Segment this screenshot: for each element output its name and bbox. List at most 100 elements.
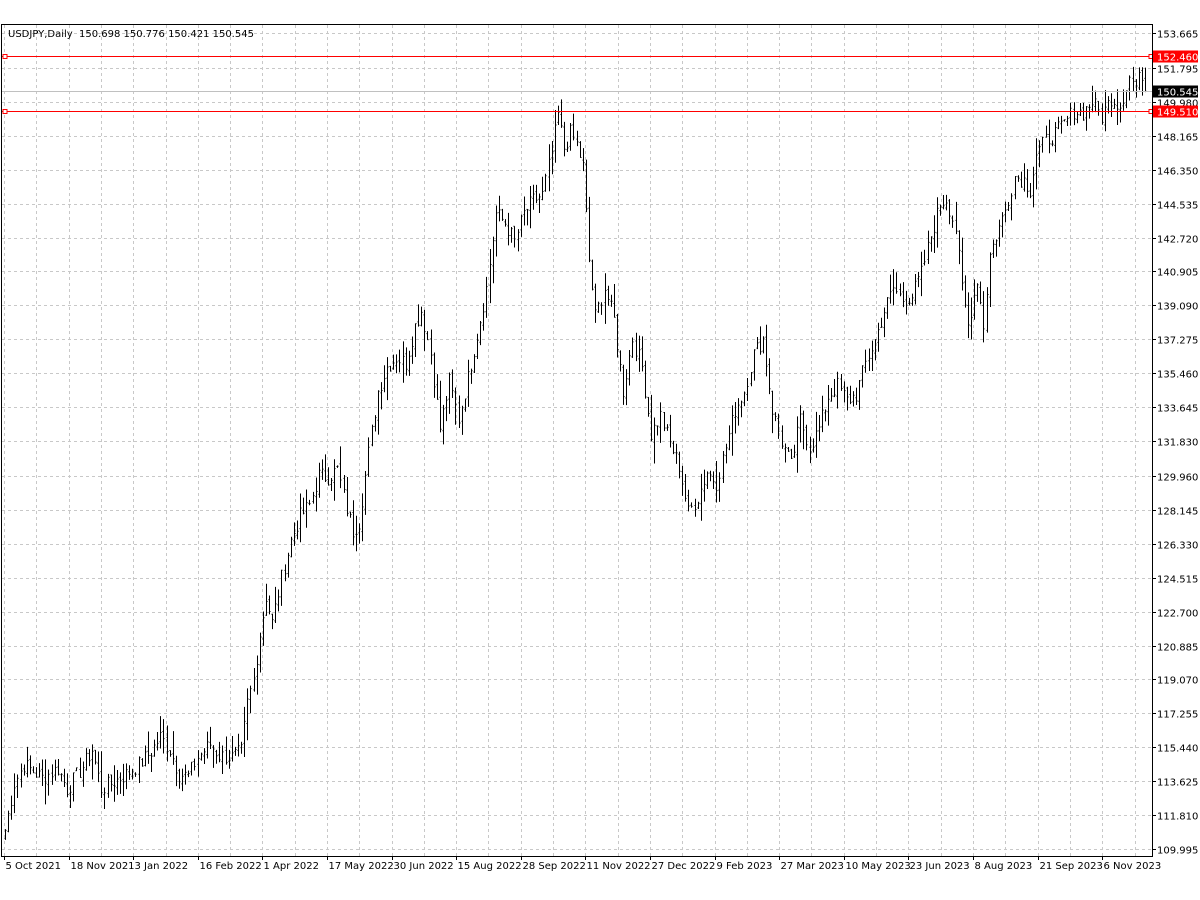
ohlc-bar <box>1132 66 1135 91</box>
x-tick-label: 23 Jun 2023 <box>910 861 970 872</box>
ohlc-bar <box>249 685 252 714</box>
ohlc-bar <box>1001 212 1004 238</box>
ohlc-bar <box>759 326 762 355</box>
ohlc-bar <box>548 144 551 192</box>
horizontal-levels[interactable] <box>2 54 1154 114</box>
ohlc-bar <box>1085 106 1088 131</box>
ohlc-bar <box>656 425 659 436</box>
time-axis[interactable]: 5 Oct 2021 18 Nov 2021 3 Jan 2022 16 Feb 20… <box>4 856 1162 872</box>
level-handle-left[interactable] <box>2 54 8 59</box>
ohlc-bar <box>647 396 650 417</box>
ohlc-bar <box>29 755 32 775</box>
ohlc-bar <box>265 583 268 616</box>
ohlc-bar <box>343 475 346 493</box>
level-handle-left[interactable] <box>2 109 8 114</box>
ohlc-bar <box>1135 79 1138 98</box>
ohlc-bar <box>694 498 697 517</box>
ohlc-bar <box>604 273 607 324</box>
ohlc-bar <box>398 349 401 373</box>
ohlc-bar <box>557 105 560 125</box>
ohlc-bar <box>861 365 864 388</box>
ohlc-bar <box>1020 171 1023 188</box>
y-tick-label: 115.440 <box>1157 744 1198 755</box>
ohlc-bar <box>753 349 756 381</box>
ohlc-bar <box>134 772 137 777</box>
ohlc-bar <box>510 227 513 243</box>
x-tick-label: 15 Aug 2022 <box>458 861 522 872</box>
y-tick-label: 129.960 <box>1157 473 1198 484</box>
ohlc-bar <box>479 321 482 346</box>
ohlc-bar <box>663 411 666 432</box>
ohlc-bar <box>544 173 547 192</box>
ohlc-bar <box>911 293 914 306</box>
level-label: 149.510 <box>1157 108 1198 119</box>
x-tick-label: 27 Dec 2022 <box>652 861 716 872</box>
ohlc-bar <box>830 388 833 402</box>
x-tick-label: 10 May 2023 <box>846 861 911 872</box>
ohlc-bar <box>852 391 855 407</box>
ohlc-bar <box>159 716 162 749</box>
ohlc-bar <box>358 523 361 544</box>
ohlc-bar <box>846 386 849 411</box>
ohlc-bar <box>914 274 917 305</box>
ohlc-bar <box>339 446 342 489</box>
x-tick-label: 18 Nov 2021 <box>71 861 135 872</box>
ohlc-bar <box>1110 93 1113 118</box>
ohlc-bar <box>899 283 902 297</box>
ohlc-bar <box>448 372 451 414</box>
ohlc-bar <box>554 109 557 163</box>
ohlc-bar <box>364 471 367 515</box>
ohlc-bar <box>998 219 1001 247</box>
ohlc-bar <box>190 761 193 776</box>
ohlc-bar <box>131 768 134 780</box>
ohlc-bar <box>1054 121 1057 153</box>
ohlc-bar <box>318 462 321 498</box>
ohlc-bar <box>228 749 231 769</box>
ohlc-bar <box>361 493 364 542</box>
ohlc-bar <box>1038 140 1041 168</box>
ohlc-bar <box>1048 119 1051 154</box>
ohlc-bar <box>1010 193 1013 221</box>
ohlc-bar <box>41 759 44 787</box>
ohlc-bar <box>948 199 951 225</box>
ohlc-bar <box>72 772 75 802</box>
ohlc-bar <box>777 413 780 439</box>
ohlc-bar <box>144 745 147 767</box>
ohlc-bar <box>262 611 265 646</box>
ohlc-bar <box>836 371 839 409</box>
ohlc-bar <box>864 349 867 373</box>
ohlc-bar <box>768 358 771 395</box>
y-tick-label: 122.700 <box>1157 609 1198 620</box>
ohlc-bar <box>1023 163 1026 192</box>
price-axis[interactable]: 153.665 151.795 149.980 148.165 146.350 144.5… <box>1152 30 1198 857</box>
ohlc-bar <box>1007 202 1010 212</box>
ohlc-bar <box>594 283 597 323</box>
level-label-bg <box>1153 50 1198 63</box>
ohlc-bar <box>389 365 392 372</box>
ohlc-bar <box>141 758 144 767</box>
ohlc-bar <box>442 404 445 445</box>
ohlc-bar <box>871 340 874 371</box>
ohlc-bar <box>355 515 358 552</box>
x-tick-label: 27 Mar 2023 <box>781 861 844 872</box>
chart-header-ohlc: 150.698 150.776 150.421 150.545 <box>79 29 254 40</box>
ohlc-bar <box>827 385 830 426</box>
ohlc-bar <box>147 731 150 764</box>
ohlc-bar <box>193 758 196 771</box>
ohlc-bar <box>100 751 103 799</box>
ohlc-bar <box>541 176 544 201</box>
ohlc-bar <box>942 194 945 210</box>
ohlc-bar <box>675 443 678 464</box>
ohlc-bar <box>908 297 911 306</box>
ohlc-bar <box>66 773 69 798</box>
ohlc-bar <box>799 405 802 443</box>
ohlc-bar <box>933 215 936 254</box>
ohlc-bar <box>659 402 662 443</box>
x-tick-label: 11 Nov 2022 <box>587 861 651 872</box>
ohlc-bar <box>97 751 100 783</box>
x-tick-label: 17 May 2022 <box>329 861 394 872</box>
y-tick-label: 151.795 <box>1157 65 1198 76</box>
ohlc-bar <box>414 323 417 358</box>
ohlc-bar <box>737 398 740 426</box>
